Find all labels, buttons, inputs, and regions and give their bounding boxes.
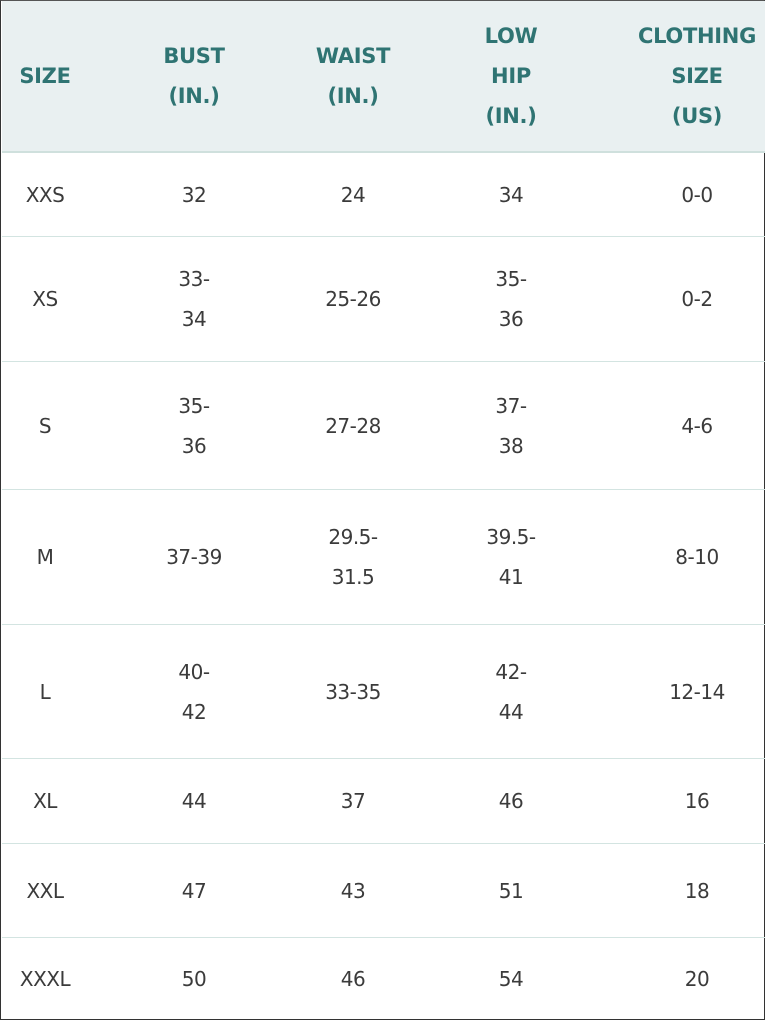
cell-clothing-size: 12-14 <box>669 679 725 704</box>
cell-size: L <box>39 679 51 704</box>
header-waist: WAIST (IN.) <box>315 44 391 108</box>
cell-clothing-size: 0-2 <box>681 287 713 311</box>
cell-waist: 25-26 <box>325 287 381 311</box>
cell-low-hip: 39.5- 41 <box>486 525 536 589</box>
table-row: XS 33- 34 25-26 35- 36 0-2 <box>2 237 765 362</box>
cell-clothing-size: 8-10 <box>675 545 719 569</box>
table-row: XXL 47 43 51 18 <box>2 844 765 938</box>
header-bust: BUST (IN.) <box>163 44 225 108</box>
cell-size: S <box>38 413 52 438</box>
cell-waist: 27-28 <box>325 413 381 438</box>
header-row: SIZE BUST (IN.) WAIST (IN.) LOW HIP (IN.… <box>2 1 765 153</box>
cell-bust: 47 <box>181 878 207 903</box>
cell-size: M <box>36 545 54 569</box>
cell-size: XS <box>32 287 58 311</box>
cell-bust: 32 <box>181 182 207 207</box>
header-size: SIZE <box>19 64 71 88</box>
cell-clothing-size: 18 <box>684 878 710 903</box>
cell-low-hip: 34 <box>498 182 524 207</box>
cell-waist: 33-35 <box>325 679 381 704</box>
cell-clothing-size: 0-0 <box>681 182 713 207</box>
cell-bust: 44 <box>181 789 207 813</box>
header-low-hip: LOW HIP (IN.) <box>484 24 538 128</box>
table-row: XXS 32 24 34 0-0 <box>2 153 765 237</box>
table-row: L 40- 42 33-35 42- 44 12-14 <box>2 625 765 759</box>
header-clothing-size: CLOTHING SIZE (US) <box>637 24 757 128</box>
cell-low-hip: 46 <box>498 789 524 813</box>
cell-bust: 33- 34 <box>178 267 210 331</box>
cell-waist: 24 <box>340 182 366 207</box>
cell-low-hip: 51 <box>498 878 524 903</box>
cell-waist: 37 <box>340 789 366 813</box>
table-row: M 37-39 29.5- 31.5 39.5- 41 8-10 <box>2 490 765 625</box>
table-row: XL 44 37 46 16 <box>2 759 765 844</box>
cell-size: XXL <box>26 878 64 903</box>
cell-bust: 37-39 <box>166 545 222 569</box>
table-row: S 35- 36 27-28 37- 38 4-6 <box>2 362 765 490</box>
cell-low-hip: 54 <box>498 967 524 991</box>
cell-clothing-size: 4-6 <box>681 413 713 438</box>
cell-size: XXS <box>25 182 65 207</box>
cell-low-hip: 42- 44 <box>495 659 527 724</box>
cell-size: XXXL <box>19 967 71 991</box>
cell-waist: 43 <box>340 878 366 903</box>
cell-waist: 46 <box>340 967 366 991</box>
cell-clothing-size: 16 <box>684 789 710 813</box>
cell-bust: 40- 42 <box>178 659 210 724</box>
cell-clothing-size: 20 <box>684 967 710 991</box>
cell-low-hip: 37- 38 <box>495 393 527 458</box>
table-row: XXXL 50 46 54 20 <box>2 938 765 1020</box>
cell-bust: 50 <box>181 967 207 991</box>
cell-size: XL <box>33 789 57 813</box>
cell-low-hip: 35- 36 <box>495 267 527 331</box>
cell-waist: 29.5- 31.5 <box>328 525 378 589</box>
cell-bust: 35- 36 <box>178 393 210 458</box>
